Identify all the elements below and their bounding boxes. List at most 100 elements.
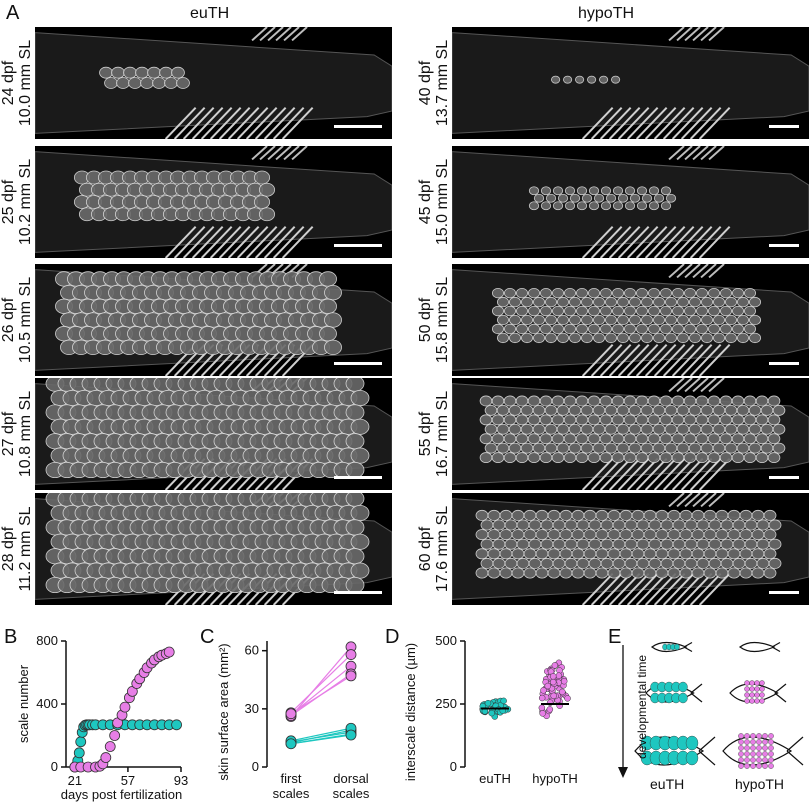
euTH-point <box>285 738 297 750</box>
hypo-row-label-5: 60 dpf 17.6 mm SL <box>417 494 451 604</box>
x-tick-label: 21 <box>68 773 82 788</box>
hypoTH-point <box>546 706 554 713</box>
panel-e-schematic <box>618 641 804 778</box>
fish-micrograph <box>35 146 392 258</box>
hypoTH-pair-line <box>290 665 352 716</box>
panel-b-letter: B <box>4 626 18 648</box>
eu-fish-image-5 <box>35 493 392 605</box>
dpf-label: 26 dpf <box>0 297 17 343</box>
sl-label: 13.7 mm SL <box>434 39 451 127</box>
eu-row-label-2: 25 dpf 10.2 mm SL <box>0 147 34 257</box>
euTH-point <box>75 736 87 748</box>
hypo-fish-image-4 <box>452 378 809 490</box>
sl-label: 11.2 mm SL <box>17 506 34 592</box>
hypoTH-point <box>549 673 557 680</box>
dpf-label: 40 dpf <box>417 60 434 106</box>
y-tick-label: 30 <box>245 701 259 716</box>
x-axis-label: days post fertilization <box>61 787 182 802</box>
dpf-label: 45 dpf <box>417 179 434 225</box>
hypoTH-point <box>539 710 546 717</box>
hypoTH-point <box>551 662 559 669</box>
eu-row-label-3: 26 dpf 10.5 mm SL <box>0 265 34 375</box>
y-tick-label: 250 <box>435 696 457 711</box>
sl-label: 16.7 mm SL <box>434 390 451 478</box>
panel-e-eu-th-label: euTH <box>650 776 685 792</box>
euTH-point <box>500 697 507 705</box>
fish-micrograph <box>35 378 392 490</box>
fish-micrograph <box>452 264 809 376</box>
fish-micrograph <box>452 493 809 605</box>
hypo-fish-image-2 <box>452 146 809 258</box>
hypoTH-point <box>100 752 112 763</box>
eu-th-fish-3 <box>634 735 716 766</box>
hypoTH-pair-line <box>290 654 352 714</box>
hypoTH-point <box>560 677 568 685</box>
fish-micrograph <box>452 378 809 490</box>
panel-e-letter: E <box>608 626 622 648</box>
fish-micrograph <box>452 146 809 258</box>
euTH-point <box>488 709 495 717</box>
dpf-label: 60 dpf <box>417 526 434 572</box>
y-axis-label: interscale distance (µm) <box>403 643 418 781</box>
sl-label: 15.0 mm SL <box>434 158 451 246</box>
panel-a-letter: A <box>6 2 20 24</box>
sl-label: 10.5 mm SL <box>17 276 34 364</box>
hypoTH-point <box>544 682 552 690</box>
panel-d-letter: D <box>385 626 400 648</box>
eu-fish-image-3 <box>35 264 392 376</box>
hypoTH-point <box>104 741 116 752</box>
panel-e-time-label: developmental time <box>635 654 649 760</box>
fish-micrograph <box>452 27 809 139</box>
eu-fish-image-1 <box>35 27 392 139</box>
euTH-point <box>73 747 85 759</box>
panel-d-interscale-chart: 0 250 500 interscale distance (µm) euTH hypoT… <box>403 633 578 786</box>
category-label: euTH <box>479 771 511 786</box>
hypoTH-point <box>163 646 175 658</box>
sl-label: 17.6 mm SL <box>434 505 451 593</box>
eu-th-fish-1 <box>650 641 693 653</box>
y-tick-label: 400 <box>36 696 58 711</box>
hypoTH-point <box>119 701 131 713</box>
hypoTH-pair-line <box>290 675 352 715</box>
category-label: scales <box>333 786 370 801</box>
hypo-fish-image-3 <box>452 264 809 376</box>
panel-c-letter: C <box>200 626 215 648</box>
hypoTH-point <box>564 695 571 702</box>
hypo-row-label-2: 45 dpf 15.0 mm SL <box>417 147 451 257</box>
scale-bar <box>334 591 382 594</box>
y-tick-label: 0 <box>450 759 457 774</box>
scale-bar <box>769 362 799 365</box>
scale-bar <box>334 362 382 365</box>
y-tick-label: 500 <box>435 633 457 648</box>
x-tick-label: 93 <box>174 773 188 788</box>
eu-th-column-title: euTH <box>190 5 230 22</box>
sl-label: 10.0 mm SL <box>17 39 34 127</box>
hypoTH-point <box>555 672 563 679</box>
y-tick-label: 0 <box>51 759 58 774</box>
scale-bar <box>334 476 382 479</box>
hypo-th-fish-1 <box>738 641 781 653</box>
euTH-pair-line <box>290 727 352 742</box>
hypoTH-point <box>550 692 557 700</box>
category-label: hypoTH <box>532 771 578 786</box>
panel-e-hypo-th-label: hypoTH <box>735 776 785 792</box>
eu-th-fish-2 <box>645 681 703 704</box>
fish-micrograph <box>35 493 392 605</box>
y-tick-label: 60 <box>245 643 259 658</box>
hypoTH-point <box>345 649 357 660</box>
scale-bar <box>769 591 799 594</box>
euTH-pair-line <box>290 729 352 744</box>
euTH-point <box>484 699 492 707</box>
sl-label: 15.8 mm SL <box>434 276 451 364</box>
time-arrow <box>618 645 628 778</box>
category-label: dorsal <box>333 771 369 786</box>
y-axis-label: skin surface area (mm²) <box>216 643 231 780</box>
hypo-row-label-1: 40 dpf 13.7 mm SL <box>417 28 451 138</box>
hypoTH-point <box>345 670 357 682</box>
hypoTH-point <box>559 688 566 696</box>
scale-bar <box>769 244 799 247</box>
hypoTH-point <box>540 687 547 694</box>
fish-micrograph <box>35 264 392 376</box>
hypoTH-pair-line <box>290 646 352 717</box>
